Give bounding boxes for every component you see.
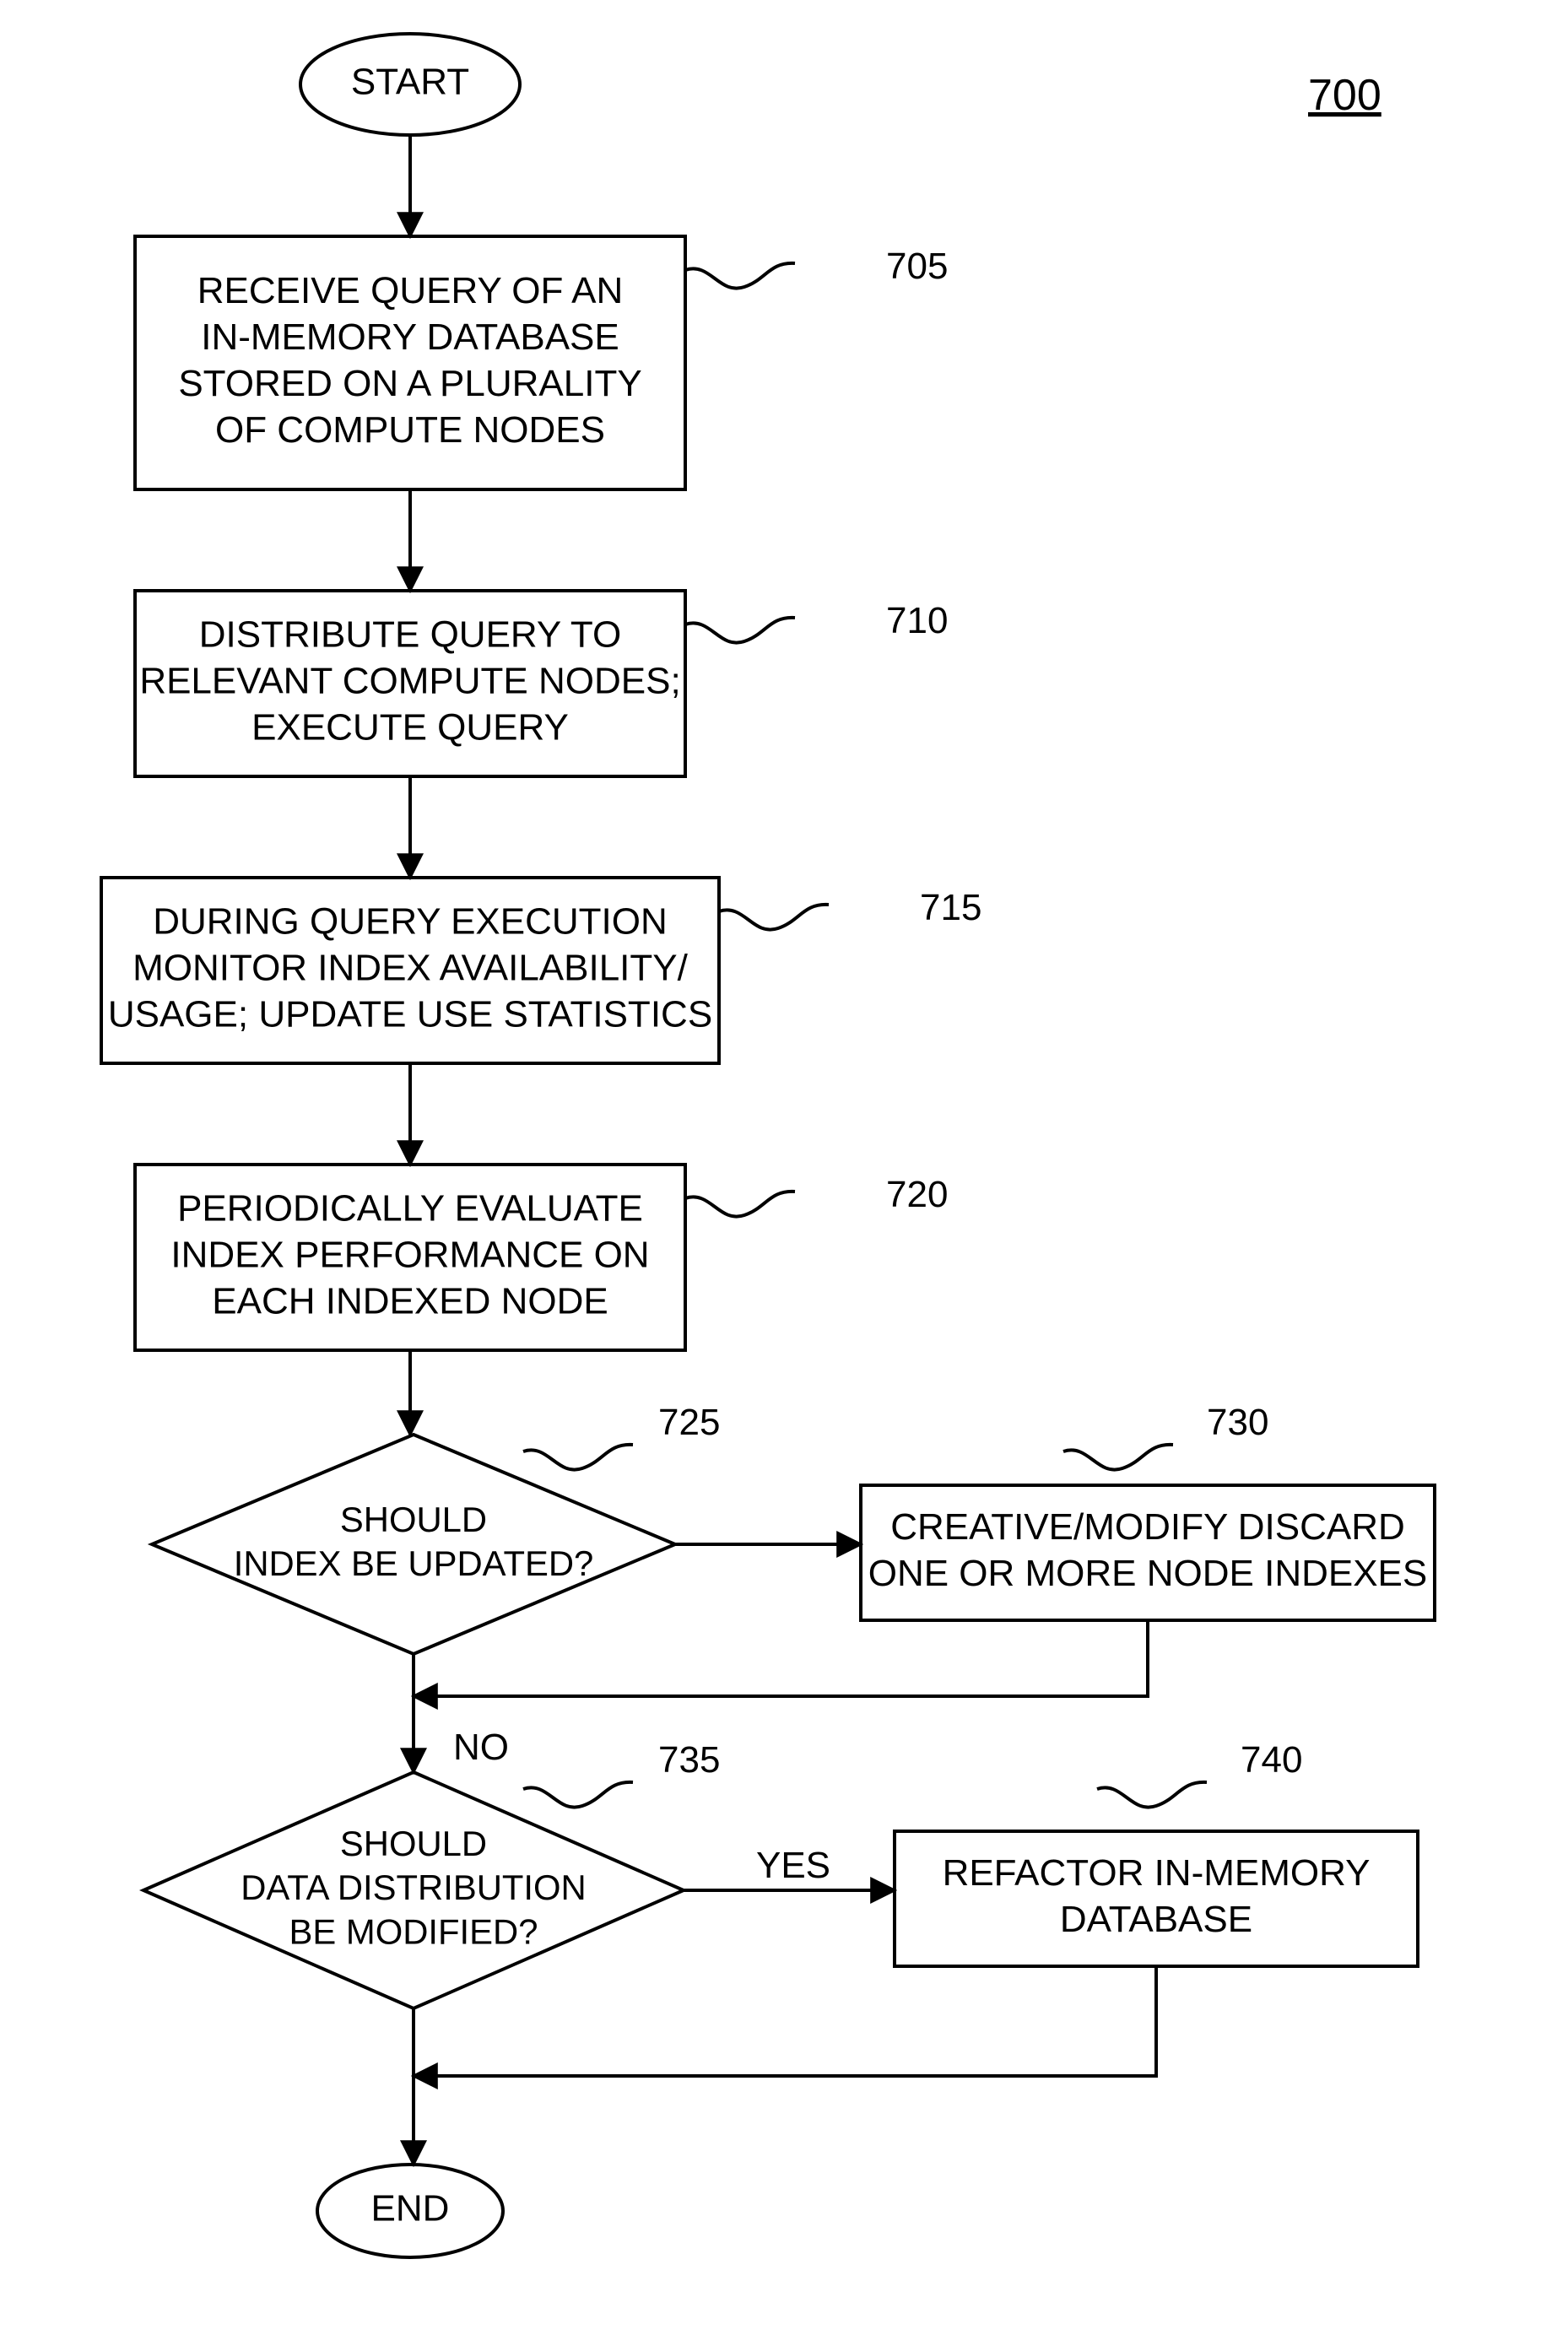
svg-text:STORED ON A PLURALITY: STORED ON A PLURALITY	[178, 363, 641, 404]
end-text: END	[371, 2188, 450, 2230]
start-text: START	[351, 62, 469, 103]
node-n715: DURING QUERY EXECUTION MONITOR INDEX AVAI…	[101, 878, 981, 1063]
svg-text:START: START	[351, 62, 469, 103]
svg-text:OF COMPUTE NODES: OF COMPUTE NODES	[215, 409, 605, 451]
svg-text:DISTRIBUTE QUERY TO: DISTRIBUTE QUERY TO	[199, 614, 621, 656]
svg-text:END: END	[371, 2188, 450, 2230]
ref-label-720: 720	[886, 1174, 948, 1215]
svg-text:DATA DISTRIBUTION: DATA DISTRIBUTION	[241, 1867, 586, 1907]
ref-label-740: 740	[1241, 1739, 1302, 1781]
n720-text: PERIODICALLY EVALUATE INDEX PERFORMANCE O…	[170, 1188, 649, 1322]
svg-text:DURING QUERY EXECUTION: DURING QUERY EXECUTION	[153, 901, 668, 943]
edge-n730-merge1	[414, 1620, 1148, 1696]
edge-n740-merge2	[414, 1966, 1156, 2076]
svg-text:RELEVANT COMPUTE NODES;: RELEVANT COMPUTE NODES;	[139, 661, 680, 702]
ref-label-730: 730	[1207, 1402, 1268, 1443]
n715-text: DURING QUERY EXECUTION MONITOR INDEX AVAI…	[108, 901, 712, 1035]
svg-text:SHOULD: SHOULD	[340, 1824, 487, 1863]
ref-label-735: 735	[658, 1739, 720, 1781]
ref-label-705: 705	[886, 246, 948, 287]
node-n705: RECEIVE QUERY OF AN IN-MEMORY DATABASE STO…	[135, 236, 948, 489]
node-end: END	[317, 2165, 503, 2257]
ref-label-725: 725	[658, 1402, 720, 1443]
svg-text:RECEIVE QUERY OF AN: RECEIVE QUERY OF AN	[197, 270, 624, 311]
node-d735: SHOULD DATA DISTRIBUTIONBE MODIFIED? 735	[143, 1739, 720, 2008]
svg-text:PERIODICALLY EVALUATE: PERIODICALLY EVALUATE	[177, 1188, 643, 1230]
figure-number: 700	[1308, 71, 1381, 120]
node-n740: REFACTOR IN-MEMORY DATABASE 740	[895, 1739, 1418, 1966]
ref-label-715: 715	[920, 887, 981, 928]
svg-text:CREATIVE/MODIFY DISCARD: CREATIVE/MODIFY DISCARD	[890, 1506, 1405, 1548]
svg-text:EXECUTE QUERY: EXECUTE QUERY	[251, 707, 569, 749]
svg-text:IN-MEMORY DATABASE: IN-MEMORY DATABASE	[201, 316, 619, 358]
svg-text:ONE OR MORE NODE INDEXES: ONE OR MORE NODE INDEXES	[868, 1553, 1428, 1594]
svg-text:USAGE; UPDATE USE STATISTICS: USAGE; UPDATE USE STATISTICS	[108, 994, 712, 1035]
edge-label-yes: YES	[756, 1845, 830, 1886]
svg-text:BE MODIFIED?: BE MODIFIED?	[289, 1911, 538, 1951]
svg-text:DATABASE: DATABASE	[1060, 1899, 1252, 1940]
edge-label-no: NO	[453, 1727, 509, 1768]
svg-text:REFACTOR IN-MEMORY: REFACTOR IN-MEMORY	[943, 1852, 1371, 1894]
svg-text:INDEX BE UPDATED?: INDEX BE UPDATED?	[234, 1543, 594, 1583]
svg-text:EACH INDEXED NODE: EACH INDEXED NODE	[212, 1281, 608, 1322]
node-start: START	[300, 34, 520, 135]
node-d725: SHOULD INDEX BE UPDATED? 725	[152, 1402, 720, 1654]
svg-text:INDEX PERFORMANCE ON: INDEX PERFORMANCE ON	[170, 1235, 649, 1276]
svg-text:SHOULD: SHOULD	[340, 1500, 487, 1539]
node-n710: DISTRIBUTE QUERY TO RELEVANT COMPUTE NODE…	[135, 591, 948, 776]
node-n730: CREATIVE/MODIFY DISCARD ONE OR MORE NODE …	[861, 1402, 1435, 1620]
node-n720: PERIODICALLY EVALUATE INDEX PERFORMANCE O…	[135, 1165, 948, 1350]
svg-text:MONITOR INDEX AVAILABILITY/: MONITOR INDEX AVAILABILITY/	[132, 948, 688, 989]
ref-label-710: 710	[886, 600, 948, 641]
